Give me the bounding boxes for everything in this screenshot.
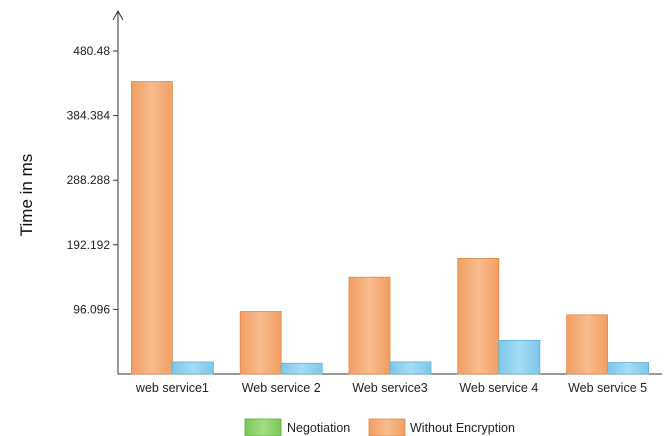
x-tick-label: Web service3 — [352, 381, 428, 395]
bar-series-3-1 — [171, 361, 214, 375]
y-axis — [112, 9, 124, 374]
legend-swatch — [368, 418, 406, 436]
x-tick-label: web service1 — [135, 381, 209, 395]
bar-series-3-5 — [607, 362, 649, 375]
y-tick-label: 384.384 — [67, 109, 111, 123]
bar-without-encryption-2 — [239, 311, 282, 375]
y-axis-title: Time in ms — [17, 154, 36, 237]
x-tick-labels: web service1 Web service 2 Web service3 Web… — [135, 381, 647, 395]
y-tick-label: 96.096 — [73, 302, 110, 316]
y-tick-label: 480.48 — [73, 44, 110, 58]
bar-series-3-3 — [389, 361, 432, 375]
bar-without-encryption-3 — [348, 276, 391, 375]
legend-label: Without Encryption — [410, 421, 515, 435]
x-tick-label: Web service 2 — [242, 381, 321, 395]
bars — [130, 81, 649, 375]
legend-label: Negotiation — [287, 421, 350, 435]
bar-without-encryption-1 — [130, 81, 173, 375]
legend: Negotiation Without Encryption — [244, 418, 515, 436]
bar-without-encryption-4 — [457, 257, 500, 375]
legend-swatch — [244, 418, 282, 436]
x-tick-label: Web service 5 — [568, 381, 647, 395]
y-tick-label: 192.192 — [67, 238, 111, 252]
bar-series-3-4 — [498, 339, 541, 375]
bar-without-encryption-5 — [566, 314, 608, 375]
x-tick-label: Web service 4 — [459, 381, 538, 395]
y-ticks: 96.096 192.192 288.288 384.384 480.48 — [67, 44, 118, 316]
bar-series-3-2 — [280, 362, 323, 375]
y-tick-label: 288.288 — [67, 173, 111, 187]
